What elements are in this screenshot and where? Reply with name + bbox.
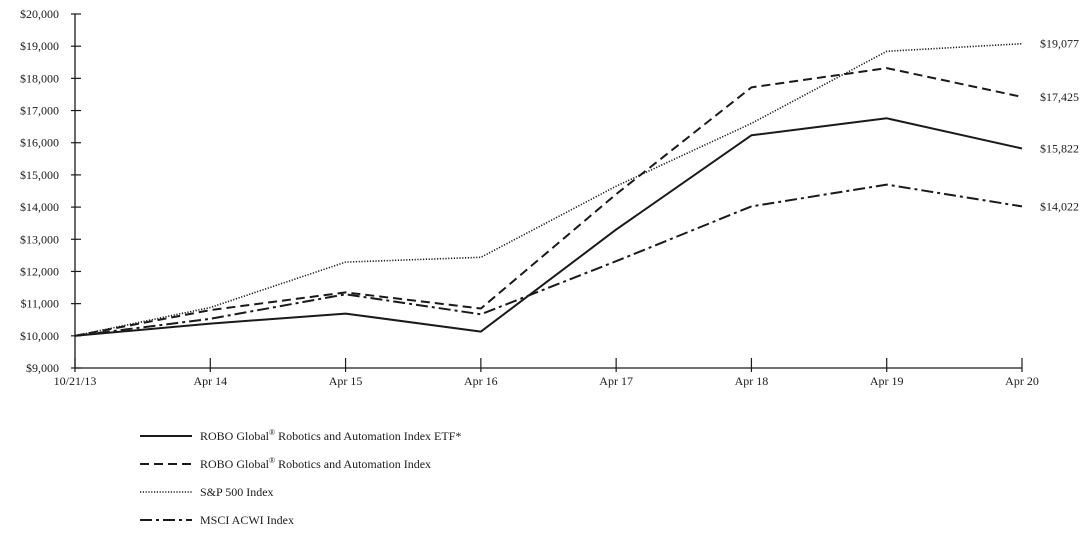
x-tick-label: Apr 18 <box>735 374 769 388</box>
y-tick-label: $19,000 <box>20 39 59 53</box>
y-tick-label: $18,000 <box>20 71 59 85</box>
legend-label-rest: Robotics and Automation Index ETF* <box>275 429 461 443</box>
legend-label: ROBO Global® Robotics and Automation Ind… <box>200 456 431 471</box>
y-tick-label: $14,000 <box>20 200 59 214</box>
y-tick-label: $11,000 <box>20 297 59 311</box>
x-tick-label: Apr 19 <box>870 374 904 388</box>
x-tick-label: Apr 17 <box>599 374 633 388</box>
series-lines <box>74 42 1023 337</box>
y-tick-label: $15,000 <box>20 168 59 182</box>
legend-label-rest: Robotics and Automation Index <box>275 457 431 471</box>
y-tick-label: $10,000 <box>20 329 59 343</box>
legend-label-registered-mark: ® <box>269 428 275 437</box>
x-tick-label: 10/21/13 <box>54 374 97 388</box>
legend-label-registered-mark: ® <box>269 456 275 465</box>
legend-label: S&P 500 Index <box>200 485 274 499</box>
legend-label-main: MSCI ACWI Index <box>200 513 294 527</box>
legend: ROBO Global® Robotics and Automation Ind… <box>140 428 461 527</box>
y-tick-label: $16,000 <box>20 136 59 150</box>
legend-label: ROBO Global® Robotics and Automation Ind… <box>200 428 461 443</box>
y-tick-label: $9,000 <box>26 361 59 375</box>
legend-label: MSCI ACWI Index <box>200 513 294 527</box>
x-tick-label: Apr 20 <box>1005 374 1039 388</box>
series-line-dashdot <box>74 183 1023 337</box>
series-end-value-label: $14,022 <box>1040 199 1079 213</box>
end-labels: $15,822 $17,425 $19,077 $14,022 <box>1040 37 1079 214</box>
x-tick-label: Apr 14 <box>193 374 227 388</box>
series-line-solid <box>74 117 1023 337</box>
series-line-dashed <box>74 67 1023 337</box>
series-end-value-label: $17,425 <box>1040 90 1079 104</box>
legend-label-main: S&P 500 Index <box>200 485 274 499</box>
x-tick-label: Apr 15 <box>329 374 363 388</box>
axes: $9,000 $10,000 $11,000 $12,000 $13,000 $14,00… <box>20 7 1039 388</box>
legend-label-main: ROBO Global <box>200 457 270 471</box>
y-tick-label: $17,000 <box>20 104 59 118</box>
series-end-value-label: $19,077 <box>1040 37 1079 51</box>
y-tick-label: $20,000 <box>20 7 59 21</box>
x-tick-label: Apr 16 <box>464 374 498 388</box>
series-line-dotted <box>74 42 1023 337</box>
y-tick-label: $12,000 <box>20 264 59 278</box>
y-tick-label: $13,000 <box>20 232 59 246</box>
legend-label-main: ROBO Global <box>200 429 270 443</box>
series-end-value-label: $15,822 <box>1040 141 1079 155</box>
